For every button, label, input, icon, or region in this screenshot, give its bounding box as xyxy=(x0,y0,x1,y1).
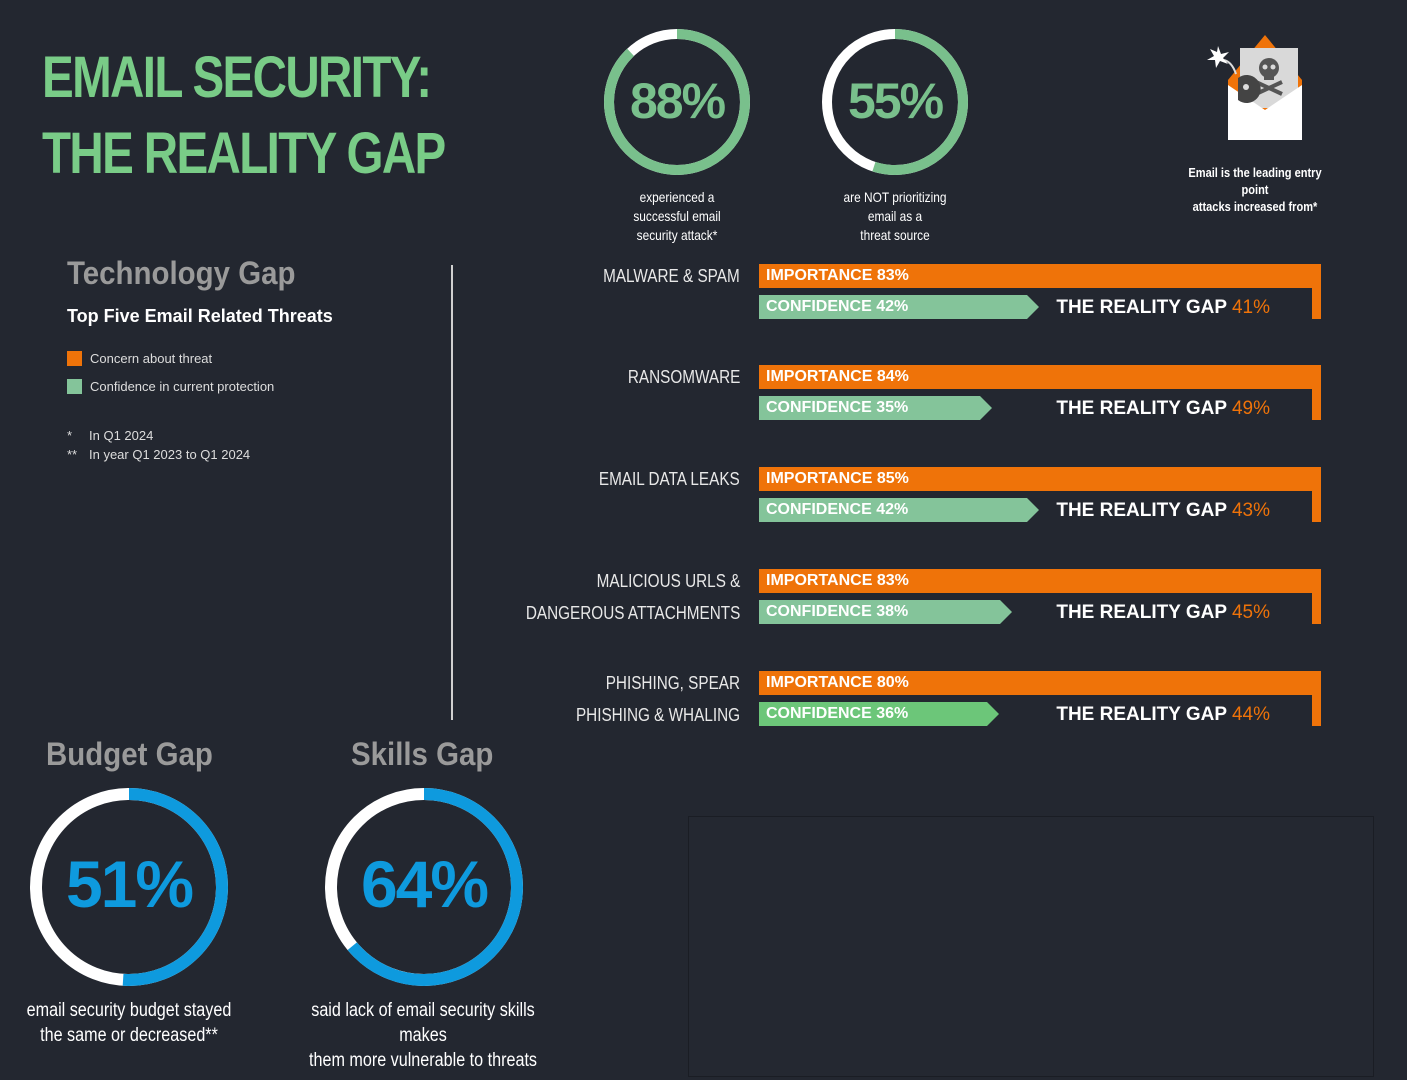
reality-gap-label: THE REALITY GAP 43% xyxy=(1056,500,1270,521)
footnotes: * In Q1 2024 ** In year Q1 2023 to Q1 2024 xyxy=(67,428,250,462)
confidence-bar-label: CONFIDENCE 36% xyxy=(766,705,909,722)
importance-bar-stem xyxy=(1312,288,1321,319)
empty-panel xyxy=(688,816,1374,1077)
legend-swatch-orange xyxy=(67,351,82,366)
reality-gap-value: 45% xyxy=(1231,602,1270,623)
reality-gap-value: 41% xyxy=(1231,297,1270,318)
footnote: * In Q1 2024 xyxy=(67,428,154,443)
stat-attack-experienced: 88% experienced a successful email secur… xyxy=(602,27,752,245)
importance-bar-label: IMPORTANCE 83% xyxy=(766,267,909,284)
ring-progress xyxy=(822,29,968,175)
reality-gap-value: 49% xyxy=(1231,398,1270,419)
legend: Concern about threat Confidence in curre… xyxy=(67,351,274,394)
threat-label: MALWARE & SPAM xyxy=(603,266,740,286)
importance-bar: IMPORTANCE 85% xyxy=(759,467,1321,491)
stat-value: 55% xyxy=(847,73,944,129)
envelope-skull-bomb-icon xyxy=(1207,35,1302,140)
importance-bar: IMPORTANCE 84% xyxy=(759,365,1321,389)
stat-value: 88% xyxy=(629,73,726,129)
stat-caption: are NOT prioritizing email as a threat s… xyxy=(843,189,947,243)
confidence-bar-label: CONFIDENCE 42% xyxy=(766,501,909,518)
confidence-bar-label: CONFIDENCE 38% xyxy=(766,603,909,620)
legend-item-confidence: Confidence in current protection xyxy=(67,379,274,394)
importance-bar: IMPORTANCE 83% xyxy=(759,264,1321,288)
ring-chart xyxy=(604,29,750,175)
importance-bar: IMPORTANCE 83% xyxy=(759,569,1321,593)
stat-skills-gap: 64% xyxy=(323,786,525,993)
threat-label: MALICIOUS URLS & DANGEROUS ATTACHMENTS xyxy=(525,571,740,623)
threat-label: EMAIL DATA LEAKS xyxy=(599,469,740,489)
importance-bar-label: IMPORTANCE 80% xyxy=(766,674,909,691)
legend-item-concern: Concern about threat xyxy=(67,351,274,366)
ring-progress xyxy=(325,788,523,986)
importance-bar-stem xyxy=(1312,695,1321,726)
ring-chart xyxy=(822,29,968,175)
reality-gap-label: THE REALITY GAP 41% xyxy=(1056,297,1270,318)
stat-value: 64% xyxy=(360,847,489,921)
technology-gap-heading: Technology Gap xyxy=(67,255,296,291)
confidence-bar-label: CONFIDENCE 42% xyxy=(766,298,909,315)
importance-bar-label: IMPORTANCE 85% xyxy=(766,470,909,487)
reality-gap-label: THE REALITY GAP 49% xyxy=(1056,398,1270,419)
reality-gap-value: 44% xyxy=(1231,704,1270,725)
importance-bar-stem xyxy=(1312,389,1321,420)
importance-bar-label: IMPORTANCE 84% xyxy=(766,368,909,385)
confidence-bar: CONFIDENCE 42% xyxy=(759,295,1039,319)
email-callout: Email is the leading entry point attacks… xyxy=(1170,30,1340,215)
confidence-bar: CONFIDENCE 35% xyxy=(759,396,992,420)
budget-gap-heading: Budget Gap xyxy=(46,736,213,772)
email-callout-caption: Email is the leading entry point attacks… xyxy=(1188,165,1322,214)
ring-progress xyxy=(604,29,750,175)
reality-gap-label: THE REALITY GAP 44% xyxy=(1056,704,1270,725)
section-divider xyxy=(451,265,453,720)
reality-gap-label: THE REALITY GAP 45% xyxy=(1056,602,1270,623)
ring-chart xyxy=(30,788,228,986)
importance-bar-stem xyxy=(1312,491,1321,522)
threat-label: PHISHING, SPEAR PHISHING & WHALING xyxy=(575,673,740,725)
page-title: EMAIL SECURITY: THE REALITY GAP xyxy=(42,40,446,192)
confidence-bar: CONFIDENCE 36% xyxy=(759,702,999,726)
importance-bar: IMPORTANCE 80% xyxy=(759,671,1321,695)
stat-budget-gap: 51% xyxy=(28,786,230,993)
confidence-bar: CONFIDENCE 38% xyxy=(759,600,1012,624)
stat-value: 51% xyxy=(65,847,194,921)
importance-bar-label: IMPORTANCE 83% xyxy=(766,572,909,589)
technology-gap-subheading: Top Five Email Related Threats xyxy=(67,306,333,326)
footnote: ** In year Q1 2023 to Q1 2024 xyxy=(67,447,251,462)
legend-swatch-green xyxy=(67,379,82,394)
stat-caption: experienced a successful email security … xyxy=(633,189,721,243)
ring-progress xyxy=(30,788,228,986)
skills-gap-heading: Skills Gap xyxy=(351,736,494,772)
threat-label: RANSOMWARE xyxy=(627,367,740,387)
ring-chart xyxy=(325,788,523,986)
confidence-bar: CONFIDENCE 42% xyxy=(759,498,1039,522)
confidence-bar-label: CONFIDENCE 35% xyxy=(766,399,909,416)
budget-gap-caption: email security budget stayed the same or… xyxy=(26,1000,232,1046)
title-line-1: EMAIL SECURITY: xyxy=(42,45,432,110)
importance-bar-stem xyxy=(1312,593,1321,624)
stat-not-prioritizing: 55% are NOT prioritizing email as a thre… xyxy=(820,27,970,245)
skills-gap-caption: said lack of email security skills makes… xyxy=(308,1000,538,1071)
title-line-2: THE REALITY GAP xyxy=(42,121,446,186)
reality-gap-value: 43% xyxy=(1231,500,1270,521)
